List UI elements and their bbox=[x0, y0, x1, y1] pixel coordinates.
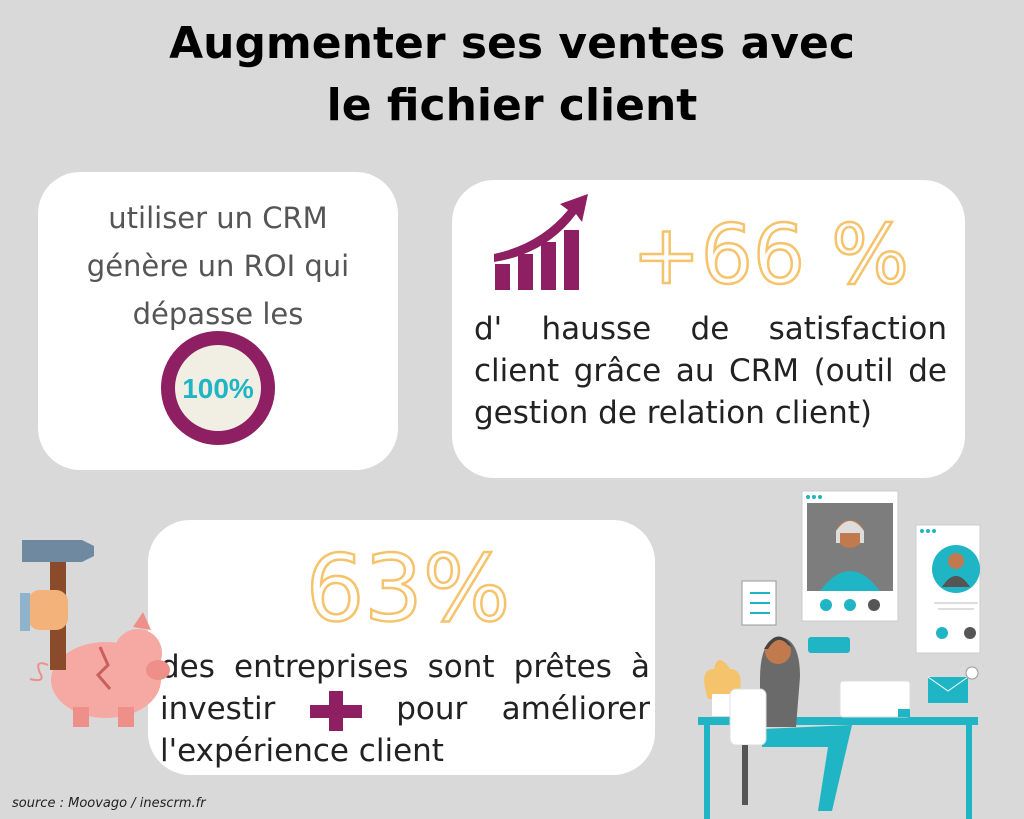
satisfaction-text: d' hausse de satisfaction client grâce a… bbox=[474, 311, 947, 431]
office-illustration bbox=[698, 490, 981, 819]
plus-icon bbox=[309, 691, 362, 731]
invest-text: des entreprises sont prêtes à investir p… bbox=[160, 646, 650, 772]
roi-badge-text: 100% bbox=[182, 373, 254, 404]
roi-card: utiliser un CRM génère un ROI qui dépass… bbox=[38, 172, 398, 470]
invest-text-before: des entreprises sont prêtes à investir bbox=[160, 649, 650, 727]
invest-card: 63% des entreprises sont prêtes à invest… bbox=[148, 520, 655, 775]
satisfaction-stat: +66 % bbox=[631, 207, 911, 305]
title-line: Augmenter ses ventes avec bbox=[169, 18, 855, 69]
satisfaction-card: +66 % d' hausse de satisfaction client g… bbox=[452, 180, 965, 478]
growth-icon bbox=[494, 194, 588, 290]
roi-badge: 100% bbox=[161, 331, 275, 445]
roi-text: utiliser un CRM génère un ROI qui dépass… bbox=[86, 201, 350, 331]
piggy-illustration bbox=[20, 540, 170, 727]
invest-stat: 63% bbox=[305, 534, 512, 644]
source: source : Moovago / inescrm.fr bbox=[12, 796, 206, 811]
title-line: le fichier client bbox=[326, 80, 698, 131]
satisfaction-stat-text: +66 % bbox=[632, 208, 909, 303]
invest-text-after: pour améliorer l'expérience client bbox=[160, 691, 650, 769]
invest-stat-text: 63% bbox=[306, 535, 510, 642]
